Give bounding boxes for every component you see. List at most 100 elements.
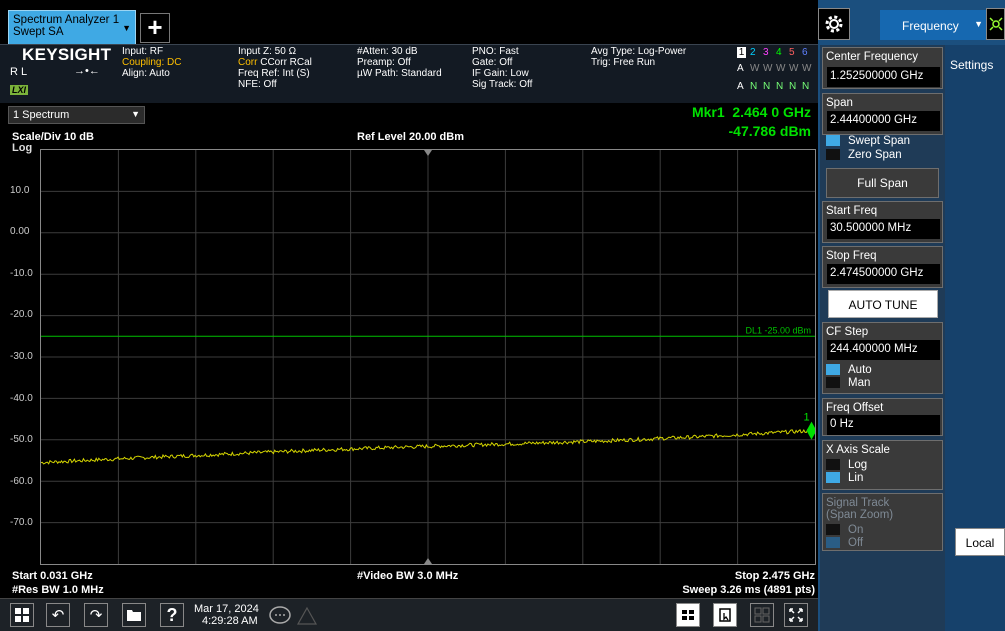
keysight-logo: KEYSIGHT R L →•← LXI [4,45,114,96]
tr-dets-3: N [763,81,771,92]
tab-settings-label[interactable]: Settings [950,58,994,72]
chevron-down-icon: ▼ [974,19,983,29]
tr-dets-4: N [776,81,784,92]
y-axis-label: -30.0 [10,351,33,362]
cf-step-auto-radio [826,364,840,375]
y-axis-label: -50.0 [10,434,33,446]
remote-local-indicator: R L [10,66,28,78]
marker-amplitude-readout: -47.786 dBm [728,123,811,139]
tr-dets-5: N [789,81,797,92]
add-tab-button[interactable]: + [140,13,170,43]
full-span-button[interactable]: Full Span [826,168,939,198]
display-line-label: DL1 -25.00 dBm [745,325,811,335]
video-bw-label: #Video BW 3.0 MHz [357,570,459,582]
res-bw-label: #Res BW 1.0 MHz [12,584,104,596]
info-col-attenuation: #Atten: 30 dB Preamp: Off µW Path: Stand… [357,46,442,79]
y-axis-label: -60.0 [10,475,33,487]
tab-title: Spectrum Analyzer 1 [13,14,120,26]
tab-spectrum-analyzer-1[interactable]: Spectrum Analyzer 1 Swept SA ▼ [8,10,136,44]
center-frequency-key[interactable]: Center Frequency 1.252500000 GHz [822,47,943,89]
tr-dets-2: N [750,81,758,92]
reference-level[interactable]: Ref Level 20.00 dBm [357,131,464,143]
spectrum-window-select[interactable]: 1 Spectrum ▼ [8,106,145,124]
signal-track-off-radio [826,537,840,548]
tr-nums-3: 3 [763,47,769,58]
cf-step-key[interactable]: CF Step 244.400000 MHz [822,322,943,394]
stop-frequency-value[interactable]: 2.474500000 GHz [827,264,940,284]
y-axis-label: -70.0 [10,517,33,529]
gear-icon[interactable] [818,8,850,40]
info-col-avg-trig: Avg Type: Log-Power Trig: Free Run [591,46,687,68]
corr-text: CCorr RCal [260,57,312,68]
chevron-down-icon: ▼ [131,109,140,119]
corr-label: Corr [238,57,258,68]
info-col-corrections: Input Z: 50 Ω Corr CCorr RCal Freq Ref: … [238,46,312,90]
marker-1-label: 1 [804,412,810,424]
stop-frequency-label: Stop 2.475 GHz [734,570,815,582]
cf-step-man-radio [826,377,840,388]
tr-types-1: A [737,63,744,74]
warning-triangle-icon[interactable] [296,606,318,631]
swept-span-radio [826,135,840,146]
freq-offset-key[interactable]: Freq Offset 0 Hz [822,398,943,436]
help-icon[interactable]: ? [160,603,184,627]
touch-icon[interactable] [713,603,737,627]
spectrum-graticule: DL1 -25.00 dBm 1 [40,150,817,564]
undo-icon[interactable]: ↶ [46,603,70,627]
chat-bubble-icon[interactable] [268,606,292,631]
signal-icon[interactable] [986,8,1005,40]
folder-icon[interactable] [122,603,146,627]
ref-triangle-top [424,150,432,156]
brand-name: KEYSIGHT [22,45,112,64]
sweep-time-label: Sweep 3.26 ms (4891 pts) [682,584,815,596]
zero-span-radio [826,149,840,160]
x-axis-log-radio [826,459,840,470]
window-top-bar [0,0,818,44]
signal-track-on-radio [826,524,840,535]
tab-subtitle: Swept SA [13,26,64,38]
settings-summary-bar[interactable] [0,44,818,103]
y-axis-label: -20.0 [10,309,33,321]
tr-types-6: W [802,63,812,74]
span-key[interactable]: Span 2.44400000 GHz [822,93,943,135]
windows-start-icon[interactable] [10,603,34,627]
y-axis-label: -40.0 [10,392,33,404]
scale-type: Log [12,142,33,154]
date-time: Mar 17, 2024 4:29:28 AM [194,603,259,627]
display-grid-icon[interactable] [676,603,700,627]
y-axis-label: -10.0 [10,267,33,279]
y-axis-label: 10.0 [10,184,30,196]
local-button[interactable]: Local [955,528,1005,556]
scale-per-division: Scale/Div 10 dB [12,131,94,143]
x-axis-scale-key[interactable]: X Axis Scale [822,440,943,490]
start-frequency-key[interactable]: Start Freq 30.500000 MHz [822,201,943,243]
window-layout-icon[interactable] [750,603,774,627]
x-axis-lin-radio [826,472,840,483]
ref-triangle-bottom [424,558,432,564]
spectrum-header-row [0,103,818,125]
tr-dets-1: A [737,81,744,92]
signal-track-key: Signal Track (Span Zoom) [822,493,943,551]
rf-input-icon: →•← [74,65,100,77]
freq-offset-value[interactable]: 0 Hz [827,415,940,435]
span-value[interactable]: 2.44400000 GHz [827,111,940,131]
start-frequency-value[interactable]: 30.500000 MHz [827,219,940,239]
tr-nums-6: 6 [802,47,808,58]
menu-select-frequency[interactable]: Frequency ▼ [880,10,987,40]
lxi-icon: LXI [10,85,29,95]
spectrum-plot[interactable]: DL1 -25.00 dBm 1 [40,149,817,565]
redo-icon[interactable]: ↷ [84,603,108,627]
tr-types-5: W [789,63,799,74]
stop-frequency-key[interactable]: Stop Freq 2.474500000 GHz [822,246,943,288]
auto-tune-button[interactable]: AUTO TUNE [828,290,938,318]
center-frequency-value[interactable]: 1.252500000 GHz [827,67,940,87]
fullscreen-icon[interactable] [784,603,808,627]
tr-dets-6: N [802,81,810,92]
cf-step-value[interactable]: 244.400000 MHz [827,340,940,360]
info-col-input: Input: RF Coupling: DC Align: Auto [122,46,182,79]
chevron-down-icon: ▼ [122,23,131,33]
tr-types-2: W [750,63,760,74]
span-mode-group[interactable] [822,135,943,165]
tr-nums-4: 4 [776,47,782,58]
